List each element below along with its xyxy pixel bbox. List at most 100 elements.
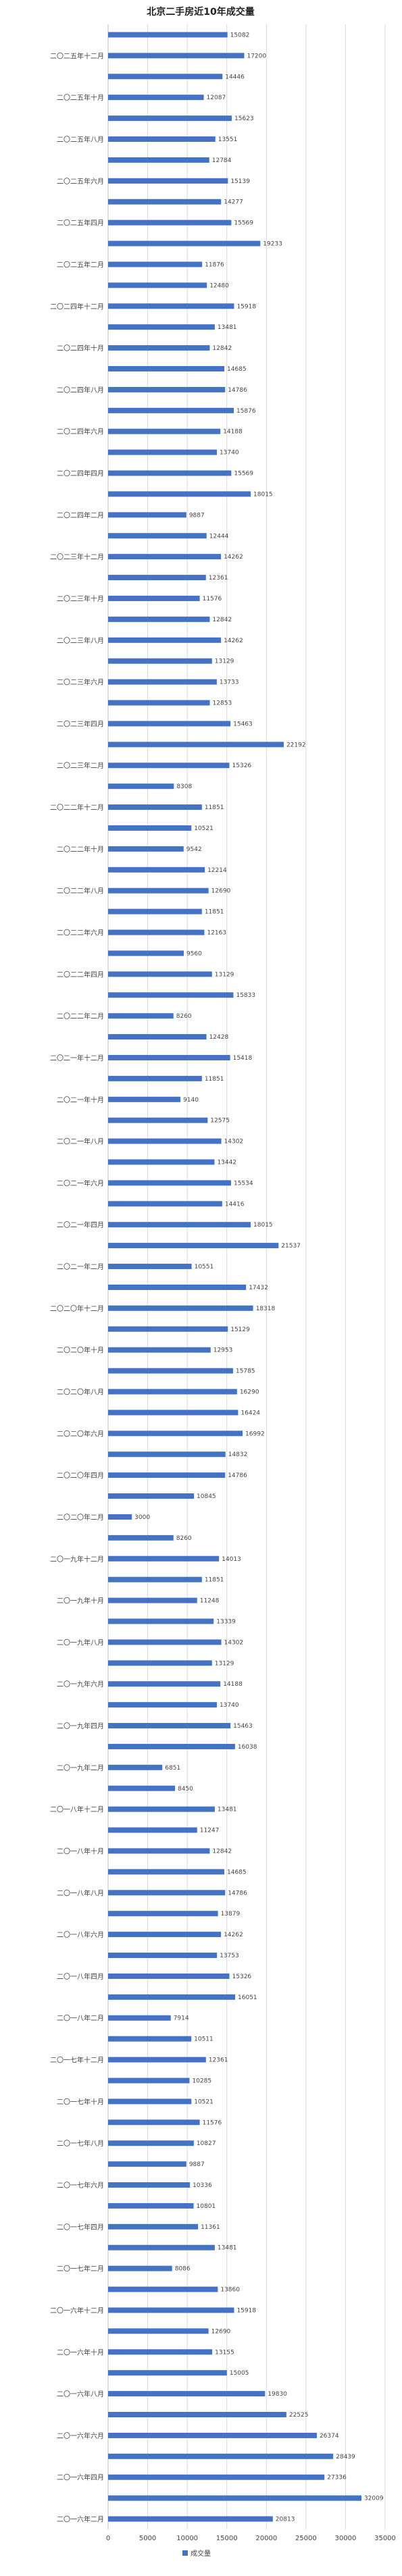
- data-label: 32009: [364, 2496, 384, 2502]
- data-label: 13481: [218, 324, 237, 331]
- data-label: 11851: [205, 804, 224, 811]
- data-label: 14188: [223, 429, 243, 436]
- data-label: 10336: [193, 2182, 212, 2189]
- bar: [108, 1890, 226, 1896]
- data-label: 13481: [218, 2245, 237, 2252]
- data-label: 12784: [212, 157, 232, 164]
- data-label: 14786: [228, 1472, 247, 1479]
- data-label: 12361: [209, 2057, 228, 2064]
- bar: [108, 220, 232, 226]
- data-label: 20813: [276, 2517, 295, 2523]
- bar: [108, 1472, 226, 1478]
- data-label: 14786: [228, 1890, 247, 1897]
- bar: [108, 491, 251, 497]
- bar: [108, 616, 210, 622]
- category-label: 二〇一八年六月: [57, 1930, 104, 1939]
- data-label: 13860: [220, 2287, 240, 2294]
- data-label: 12428: [209, 1034, 229, 1041]
- chart-title: 北京二手房近10年成交量: [147, 6, 254, 18]
- legend-swatch: [182, 2550, 188, 2556]
- data-label: 14262: [224, 554, 243, 561]
- bar: [108, 783, 174, 790]
- bar: [108, 1243, 279, 1249]
- data-label: 3000: [134, 1514, 150, 1521]
- data-label: 27336: [327, 2475, 347, 2481]
- category-label: 二〇二〇年二月: [57, 1513, 104, 1522]
- data-label: 15876: [236, 408, 256, 415]
- bar: [108, 929, 205, 935]
- data-label: 13339: [216, 1618, 236, 1625]
- data-label: 15623: [234, 115, 254, 122]
- bar: [108, 1054, 230, 1060]
- bar: [108, 1827, 197, 1833]
- data-label: 14446: [225, 74, 245, 80]
- bar: [108, 825, 192, 831]
- category-label: 二〇二五年二月: [57, 260, 104, 269]
- data-label: 15418: [233, 1055, 253, 1062]
- data-label: 12690: [211, 2328, 231, 2335]
- data-label: 14416: [225, 1201, 245, 1208]
- category-label: 二〇二一年十二月: [50, 1054, 104, 1062]
- bar: [108, 742, 284, 748]
- category-label: 二〇一七年四月: [57, 2223, 104, 2232]
- bar: [108, 1347, 211, 1353]
- bar: [108, 846, 184, 852]
- data-label: 26374: [320, 2433, 339, 2440]
- category-label: 二〇一六年四月: [57, 2473, 104, 2482]
- data-label: 12087: [207, 95, 226, 101]
- data-label: 10521: [194, 2098, 213, 2105]
- data-label: 11876: [205, 261, 224, 268]
- bar: [108, 1201, 222, 1207]
- category-label: 二〇一七年八月: [57, 2139, 104, 2148]
- category-label: 二〇二〇年四月: [57, 1471, 104, 1480]
- category-label: 二〇二四年十月: [57, 344, 104, 353]
- data-label: 17200: [247, 53, 266, 59]
- bar: [108, 2370, 227, 2376]
- category-label: 二〇二〇年六月: [57, 1429, 104, 1438]
- data-label: 12853: [213, 700, 232, 707]
- category-label: 二〇一九年四月: [57, 1722, 104, 1730]
- data-label: 11851: [205, 1577, 224, 1584]
- data-label: 10551: [195, 1264, 214, 1270]
- data-label: 12842: [212, 617, 232, 623]
- data-label: 18015: [253, 1222, 273, 1229]
- data-label: 15833: [236, 992, 255, 999]
- data-label: 14685: [227, 366, 247, 373]
- category-label: 二〇一九年八月: [57, 1638, 104, 1647]
- data-label: 6851: [165, 1765, 180, 1772]
- bar: [108, 2036, 192, 2042]
- x-tick-label: 35000: [374, 2535, 396, 2542]
- category-label: 二〇二四年十二月: [50, 302, 104, 311]
- bar: [108, 1994, 236, 2000]
- data-label: 11576: [203, 2119, 222, 2126]
- bar: [108, 1973, 230, 1979]
- bar: [108, 2516, 273, 2522]
- x-tick-label: 20000: [255, 2535, 277, 2542]
- category-label: 二〇一八年十月: [57, 1847, 104, 1855]
- bar: [108, 2265, 172, 2271]
- bar: [108, 1075, 202, 1081]
- category-label: 二〇一七年十二月: [50, 2056, 104, 2065]
- bar: [108, 2078, 190, 2084]
- data-label: 15534: [234, 1180, 253, 1187]
- data-label: 14262: [224, 1932, 243, 1938]
- bar: [108, 1618, 214, 1624]
- bar: [108, 2453, 334, 2459]
- data-label: 15326: [232, 763, 252, 769]
- data-label: 12480: [209, 282, 229, 289]
- bar: [108, 1410, 238, 1416]
- data-label: 8308: [176, 783, 192, 790]
- bar: [108, 365, 225, 371]
- category-label: 二〇二一年六月: [57, 1179, 104, 1187]
- category-label: 二〇二二年二月: [57, 1012, 104, 1021]
- category-label: 二〇一六年十二月: [50, 2306, 104, 2315]
- bar: [108, 2244, 215, 2250]
- bar: [108, 1431, 243, 1437]
- category-label: 二〇二五年十二月: [50, 51, 104, 60]
- bar: [108, 1911, 218, 1917]
- category-label: 二〇一八年八月: [57, 1888, 104, 1897]
- category-label: 二〇二五年十月: [57, 93, 104, 102]
- bar: [108, 2182, 191, 2188]
- data-label: 12444: [209, 533, 229, 540]
- data-label: 28439: [336, 2454, 355, 2461]
